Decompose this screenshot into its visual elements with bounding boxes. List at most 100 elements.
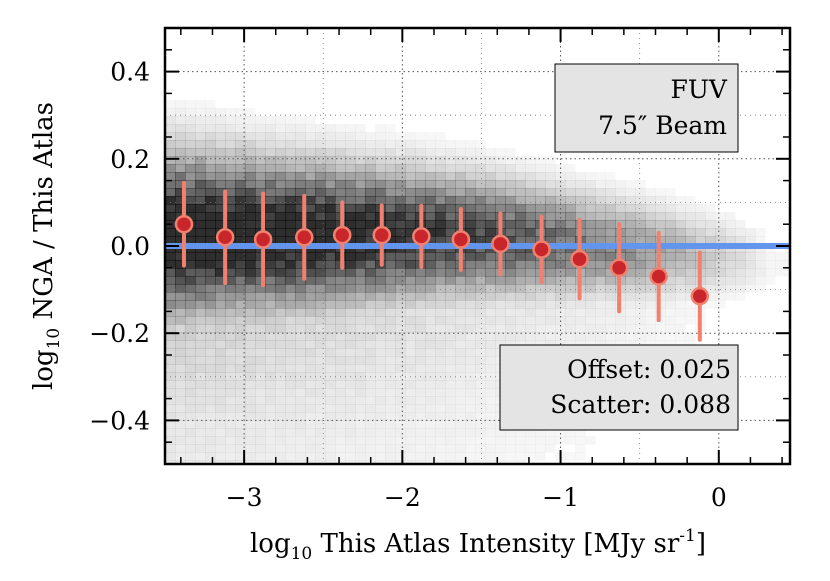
- density-cell: [605, 308, 616, 317]
- density-cell: [585, 212, 596, 221]
- density-cell: [585, 436, 596, 445]
- density-cell: [355, 156, 366, 165]
- density-cell: [445, 172, 456, 181]
- density-cell: [335, 188, 346, 197]
- density-cell: [225, 404, 236, 413]
- density-cell: [355, 412, 366, 421]
- density-cell: [175, 260, 186, 269]
- density-cell: [455, 284, 466, 293]
- density-cell: [425, 316, 436, 325]
- density-cell: [255, 372, 266, 381]
- density-cell: [415, 364, 426, 373]
- density-cell: [425, 292, 436, 301]
- density-cell: [175, 132, 186, 141]
- density-cell: [165, 284, 176, 293]
- density-cell: [205, 324, 216, 333]
- density-cell: [645, 308, 656, 317]
- density-cell: [425, 452, 436, 461]
- density-cell: [275, 356, 286, 365]
- density-cell: [285, 404, 296, 413]
- density-cell: [375, 460, 386, 464]
- density-cell: [185, 212, 196, 221]
- density-cell: [335, 348, 346, 357]
- density-cell: [605, 252, 616, 261]
- density-cell: [445, 308, 456, 317]
- density-cell: [615, 332, 626, 341]
- density-cell: [175, 388, 186, 397]
- density-cell: [705, 220, 716, 229]
- density-cell: [475, 324, 486, 333]
- density-cell: [455, 420, 466, 429]
- density-cell: [345, 356, 356, 365]
- density-cell: [465, 148, 476, 157]
- density-cell: [235, 164, 246, 173]
- density-cell: [225, 268, 236, 277]
- density-cell: [555, 260, 566, 269]
- density-cell: [405, 420, 416, 429]
- density-cell: [395, 404, 406, 413]
- density-cell: [545, 260, 556, 269]
- density-cell: [265, 348, 276, 357]
- density-cell: [385, 292, 396, 301]
- density-cell: [395, 284, 406, 293]
- density-cell: [195, 100, 206, 109]
- density-cell: [685, 196, 696, 205]
- density-cell: [515, 212, 526, 221]
- density-cell: [175, 196, 186, 205]
- density-cell: [175, 396, 186, 405]
- density-cell: [435, 132, 446, 141]
- density-cell: [415, 268, 426, 277]
- density-cell: [485, 372, 496, 381]
- density-cell: [485, 236, 496, 245]
- density-cell: [385, 140, 396, 149]
- density-cell: [405, 372, 416, 381]
- density-cell: [405, 204, 416, 213]
- density-cell: [165, 196, 176, 205]
- density-cell: [565, 204, 576, 213]
- density-cell: [475, 172, 486, 181]
- density-cell: [265, 428, 276, 437]
- density-cell: [525, 196, 536, 205]
- density-cell: [255, 196, 266, 205]
- density-cell: [545, 164, 556, 173]
- density-cell: [195, 388, 206, 397]
- density-cell: [225, 212, 236, 221]
- density-cell: [425, 348, 436, 357]
- density-cell: [575, 300, 586, 309]
- density-cell: [355, 356, 366, 365]
- density-cell: [725, 236, 736, 245]
- density-cell: [585, 332, 596, 341]
- density-cell: [595, 212, 606, 221]
- density-cell: [485, 364, 496, 373]
- density-cell: [195, 364, 206, 373]
- density-cell: [415, 292, 426, 301]
- density-cell: [685, 204, 696, 213]
- density-cell: [615, 340, 626, 349]
- density-cell: [195, 348, 206, 357]
- density-cell: [545, 444, 556, 453]
- density-cell: [595, 204, 606, 213]
- density-cell: [295, 284, 306, 293]
- density-cell: [585, 188, 596, 197]
- x-axis-label-sub: 10: [291, 544, 313, 564]
- x-tick-label: 0: [711, 483, 727, 512]
- density-cell: [355, 324, 366, 333]
- density-cell: [495, 332, 506, 341]
- density-cell: [435, 364, 446, 373]
- density-cell: [305, 212, 316, 221]
- density-cell: [225, 148, 236, 157]
- density-cell: [335, 316, 346, 325]
- density-cell: [395, 364, 406, 373]
- density-cell: [465, 292, 476, 301]
- density-cell: [475, 364, 486, 373]
- density-cell: [775, 260, 786, 269]
- density-cell: [185, 124, 196, 133]
- density-cell: [625, 260, 636, 269]
- density-cell: [485, 404, 496, 413]
- density-cell: [505, 188, 516, 197]
- density-cell: [595, 188, 606, 197]
- density-cell: [325, 212, 336, 221]
- density-cell: [165, 236, 176, 245]
- density-cell: [325, 204, 336, 213]
- density-cell: [475, 196, 486, 205]
